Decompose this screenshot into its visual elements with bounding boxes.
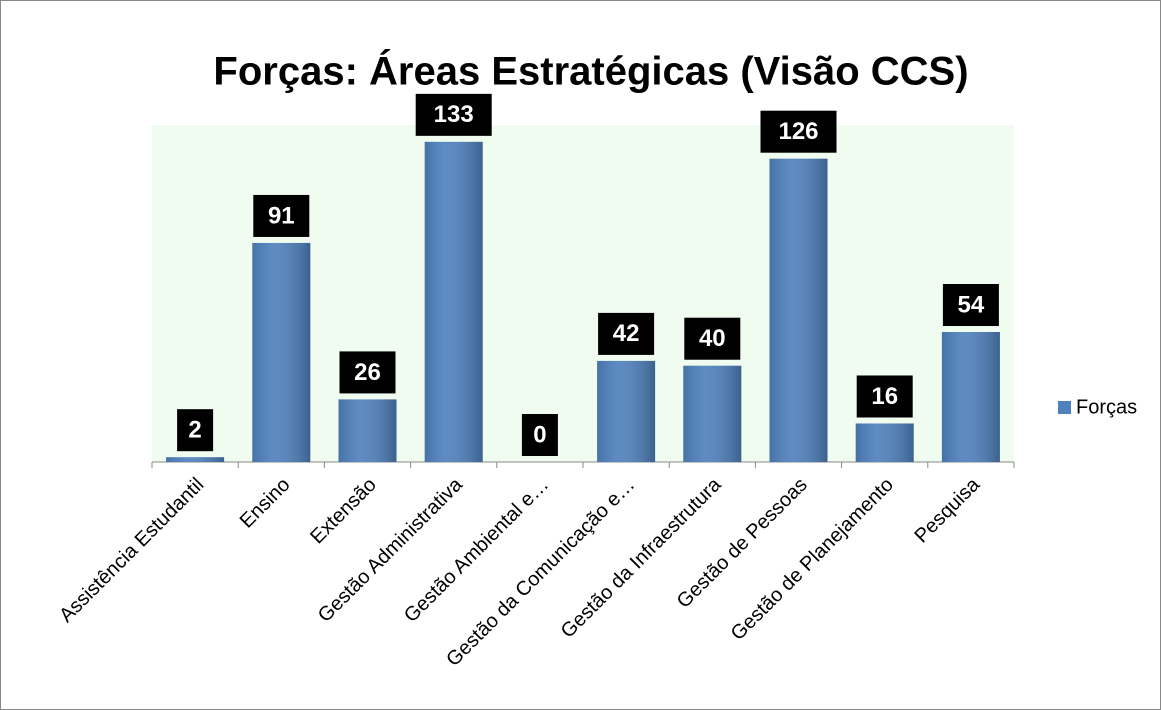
bar-shade	[683, 365, 742, 462]
data-label-box	[177, 409, 214, 452]
data-label: 16	[871, 383, 898, 410]
data-label: 2	[188, 417, 201, 444]
bar-shade	[338, 399, 397, 462]
bar-shade	[252, 242, 311, 462]
data-label-box	[415, 93, 492, 136]
data-label-box	[521, 414, 558, 456]
data-label-box	[253, 194, 310, 237]
bar-shade	[424, 141, 483, 462]
data-label: 40	[699, 325, 726, 352]
data-label-box	[760, 110, 837, 153]
data-label: 0	[533, 421, 546, 448]
data-label: 26	[354, 359, 381, 386]
data-label-box	[684, 317, 741, 360]
bar-shade	[597, 360, 656, 462]
data-label: 91	[268, 202, 295, 229]
legend-label: Forças	[1076, 396, 1137, 418]
bar-shade	[941, 332, 1000, 462]
legend-swatch	[1058, 401, 1071, 414]
data-label-box	[942, 284, 999, 327]
data-label: 42	[613, 320, 640, 347]
data-label: 133	[434, 101, 474, 128]
bar-shade	[769, 158, 828, 462]
chart-title: Forças: Áreas Estratégicas (Visão CCS)	[213, 49, 968, 94]
bar-shade	[166, 457, 225, 462]
data-label-box	[598, 312, 655, 355]
data-label: 126	[778, 118, 818, 145]
bar-shade	[855, 423, 914, 462]
data-label-box	[339, 351, 396, 394]
data-label: 54	[958, 291, 985, 318]
data-label-box	[856, 375, 913, 418]
